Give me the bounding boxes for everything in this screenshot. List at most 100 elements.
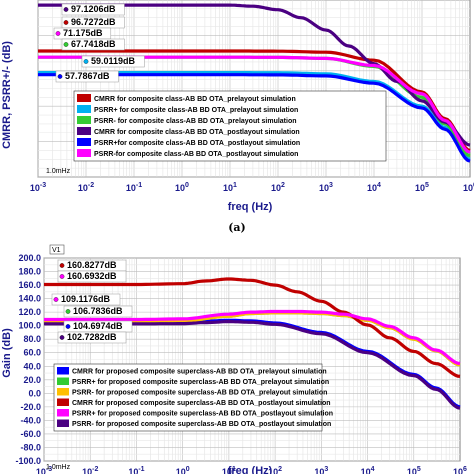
legend-label: CMRR for composite class-AB BD OTA_prela… [94, 96, 296, 103]
annotation-marker [59, 274, 65, 279]
legend-swatch [77, 105, 91, 113]
series-line [38, 73, 471, 163]
annotation-marker [63, 20, 69, 25]
annotation-label: 102.7282dB [67, 332, 117, 342]
annotation-label: 57.7867dB [65, 71, 110, 81]
x-tick-label: 10-2 [82, 466, 98, 474]
series-line [38, 3, 471, 147]
panel-a-caption: (a) [228, 221, 246, 234]
legend-swatch [77, 116, 91, 124]
x-tick-label: 104 [361, 466, 375, 474]
annotation-label: 71.175dB [63, 28, 103, 38]
y-tick-label: 160.0 [18, 280, 41, 290]
legend-label: PSRR+ for proposed composite superclass-… [72, 411, 333, 418]
plot-b-cursor-label: 1.0mHz [46, 464, 71, 471]
legend-swatch [57, 388, 69, 396]
x-tick-label: 101 [222, 466, 236, 474]
annotation-marker [57, 74, 63, 79]
series-line [44, 277, 461, 378]
annotation-marker [53, 297, 59, 302]
series-line [44, 309, 461, 366]
legend-label: PSRR- for proposed composite superclass-… [72, 421, 331, 428]
x-tick-label: 105 [407, 466, 421, 474]
annotation-marker [63, 42, 69, 47]
x-tick-label: 102 [268, 466, 282, 474]
annotation-marker [55, 31, 61, 36]
legend-label: PSRR+ for proposed composite superclass-… [72, 379, 329, 386]
plot-b-y-label: Gain (dB) [1, 328, 13, 378]
annotation-box [51, 293, 121, 306]
annotation-marker [59, 263, 65, 268]
plot-a-x-ticks: 10-3 10-2 10-1 100 101 102 103 104 105 106 [30, 182, 474, 193]
x-tick-label: 106 [453, 466, 467, 474]
y-tick-label: -60.0 [20, 429, 41, 439]
plot-b-cursor-badge: V1 [49, 244, 65, 255]
x-tick-label: 103 [319, 182, 333, 193]
legend-label: CMRR for composite class-AB BD OTA_postl… [94, 129, 300, 136]
legend-swatch [57, 398, 69, 406]
legend-label: CMRR for proposed composite superclass-A… [72, 369, 327, 376]
y-tick-label: 80.0 [23, 334, 41, 344]
x-tick-label: 106 [463, 182, 474, 193]
y-tick-label: -20.0 [20, 402, 41, 412]
plot-a-y-label: CMRR, PSRR+/- (dB) [1, 41, 13, 149]
x-tick-label: 10-2 [78, 182, 94, 193]
legend-label: PSRR+ for composite class-AB BD OTA_prel… [94, 107, 298, 114]
legend-swatch [57, 409, 69, 417]
legend-swatch [77, 94, 91, 102]
annotation-marker [63, 7, 69, 12]
annotation-box [81, 55, 145, 68]
legend-swatch [77, 127, 91, 135]
x-tick-label: 10-1 [126, 182, 142, 193]
annotation-label: 97.1206dB [71, 4, 116, 14]
annotation-box [57, 331, 127, 344]
x-tick-label: 10-3 [36, 466, 52, 474]
series-line [44, 320, 461, 410]
annotation-box [57, 270, 127, 283]
annotation-box [61, 38, 125, 51]
panel-a: 10-3 10-2 10-1 100 101 102 103 104 105 106 CMRR, … [1, 0, 474, 234]
y-tick-label: 20.0 [23, 375, 41, 385]
y-tick-label: 200.0 [18, 253, 41, 263]
series-line [38, 55, 471, 154]
legend-swatch [57, 377, 69, 385]
y-tick-label: -40.0 [20, 415, 41, 425]
legend-box [73, 90, 387, 162]
plot-b-y-ticks: 200.0 180.0 160.0 140.0 120.0 100.0 80.0 60.0 40… [15, 253, 41, 466]
plot-b-x-ticks: 10-3 10-2 10-1 100 101 102 103 104 105 106 [36, 466, 467, 474]
annotation-label: 67.7418dB [71, 39, 116, 49]
annotation-marker [65, 309, 71, 314]
x-tick-label: 10-3 [30, 182, 46, 193]
annotation-label: 96.7272dB [71, 17, 116, 27]
plot-a-cursor-label: 1.0mHz [46, 168, 71, 175]
legend-label: PSRR-for composite class-AB BD OTA_postl… [94, 151, 298, 158]
y-tick-label: 100.0 [18, 321, 41, 331]
annotation-marker [59, 335, 65, 340]
annotation-label: 106.7836dB [73, 306, 123, 316]
annotation-label: 109.1176dB [61, 294, 111, 304]
legend-swatch [77, 138, 91, 146]
y-tick-label: 140.0 [18, 294, 41, 304]
plot-a-series [38, 3, 471, 163]
legend-box [53, 363, 323, 432]
annotation-box [61, 3, 125, 16]
legend-label: PSRR- for composite class-AB BD OTA_prel… [94, 118, 297, 125]
x-tick-label: 103 [314, 466, 328, 474]
x-tick-label: 105 [415, 182, 429, 193]
annotation-marker [65, 324, 71, 329]
x-tick-label: 100 [175, 182, 189, 193]
svg-text:V1: V1 [52, 247, 61, 254]
y-tick-label: -80.0 [20, 442, 41, 452]
plot-b-series [44, 277, 461, 410]
y-tick-label: 120.0 [18, 307, 41, 317]
annotation-box [55, 70, 119, 83]
x-tick-label: 102 [271, 182, 285, 193]
panel-b: 200.0 180.0 160.0 140.0 120.0 100.0 80.0 60.0 40… [1, 244, 467, 474]
plot-a-legend: CMRR for composite class-AB BD OTA_prela… [73, 90, 387, 162]
y-tick-label: 0.0 [28, 388, 41, 398]
plot-a-x-label: freq (Hz) [228, 201, 273, 213]
annotation-label: 59.0119dB [91, 56, 136, 66]
